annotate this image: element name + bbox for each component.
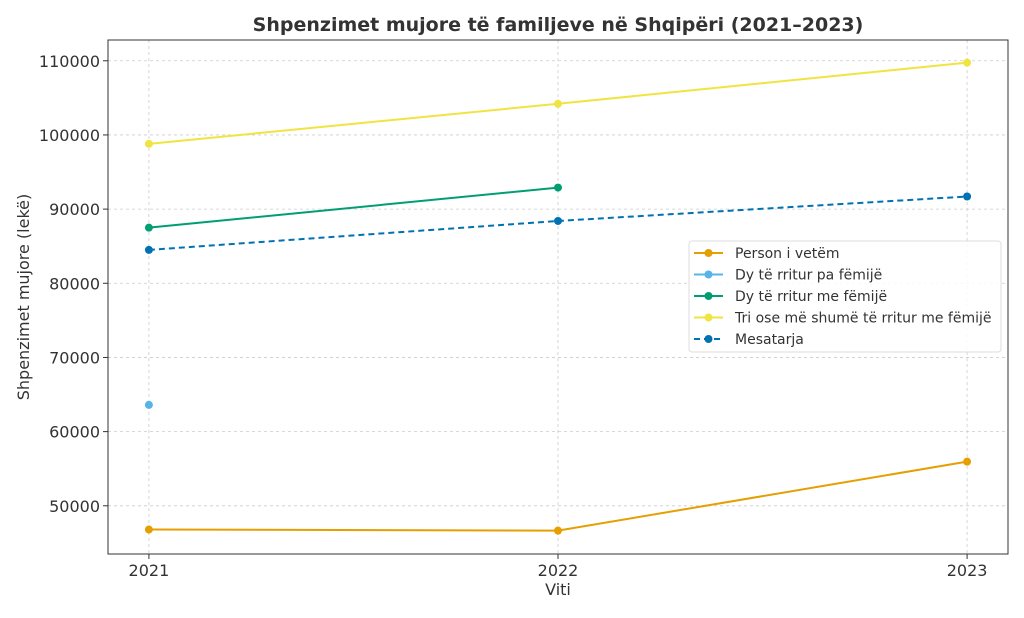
- legend-label: Mesatarja: [735, 332, 804, 348]
- data-point: [144, 400, 153, 409]
- legend: Person i vetëm Dy të rritur pa fëmijë Dy t…: [688, 240, 1002, 353]
- legend-swatch-marker: [704, 270, 713, 279]
- y-tick-label: 60000: [49, 423, 100, 442]
- x-axis-label: Viti: [545, 580, 571, 599]
- chart-title: Shpenzimet mujore të familjeve në Shqipë…: [253, 14, 864, 36]
- grid: [108, 40, 1008, 554]
- series-line: [148, 186, 559, 229]
- data-point: [144, 245, 153, 254]
- data-point: [144, 223, 153, 232]
- series-group: [144, 58, 972, 535]
- legend-label: Person i vetëm: [735, 246, 839, 262]
- data-point: [144, 525, 153, 534]
- legend-box: [688, 240, 1002, 353]
- data-point: [963, 192, 972, 201]
- legend-swatch-marker: [704, 292, 713, 300]
- legend-label: Dy të rritur me fëmijë: [735, 289, 887, 305]
- x-tick-label: 2023: [947, 561, 988, 580]
- data-point: [554, 183, 562, 192]
- data-point: [144, 139, 153, 148]
- legend-swatch-marker: [704, 313, 713, 322]
- ticks: 50000 60000 70000 80000 90000 100000 110000 202…: [39, 52, 988, 580]
- y-axis-label: Shpenzimet mujore (lekë): [14, 194, 33, 401]
- y-tick-label: 50000: [49, 497, 100, 516]
- y-tick-label: 90000: [49, 200, 100, 219]
- x-tick-label: 2021: [129, 561, 170, 580]
- data-point: [554, 216, 562, 225]
- data-point: [554, 526, 562, 535]
- legend-label: Dy të rritur pa fëmijë: [735, 268, 882, 284]
- legend-label: Tri ose më shumë të rritur me fëmijë: [734, 311, 992, 327]
- y-tick-label: 100000: [39, 126, 100, 145]
- legend-swatch-marker: [704, 335, 713, 343]
- x-tick-label: 2022: [538, 561, 579, 580]
- legend-swatch-marker: [704, 249, 713, 257]
- data-point: [554, 99, 562, 108]
- data-point: [963, 457, 972, 466]
- y-tick-label: 70000: [49, 348, 100, 367]
- y-tick-label: 80000: [49, 274, 100, 293]
- y-tick-label: 110000: [39, 52, 100, 71]
- data-point: [963, 58, 972, 67]
